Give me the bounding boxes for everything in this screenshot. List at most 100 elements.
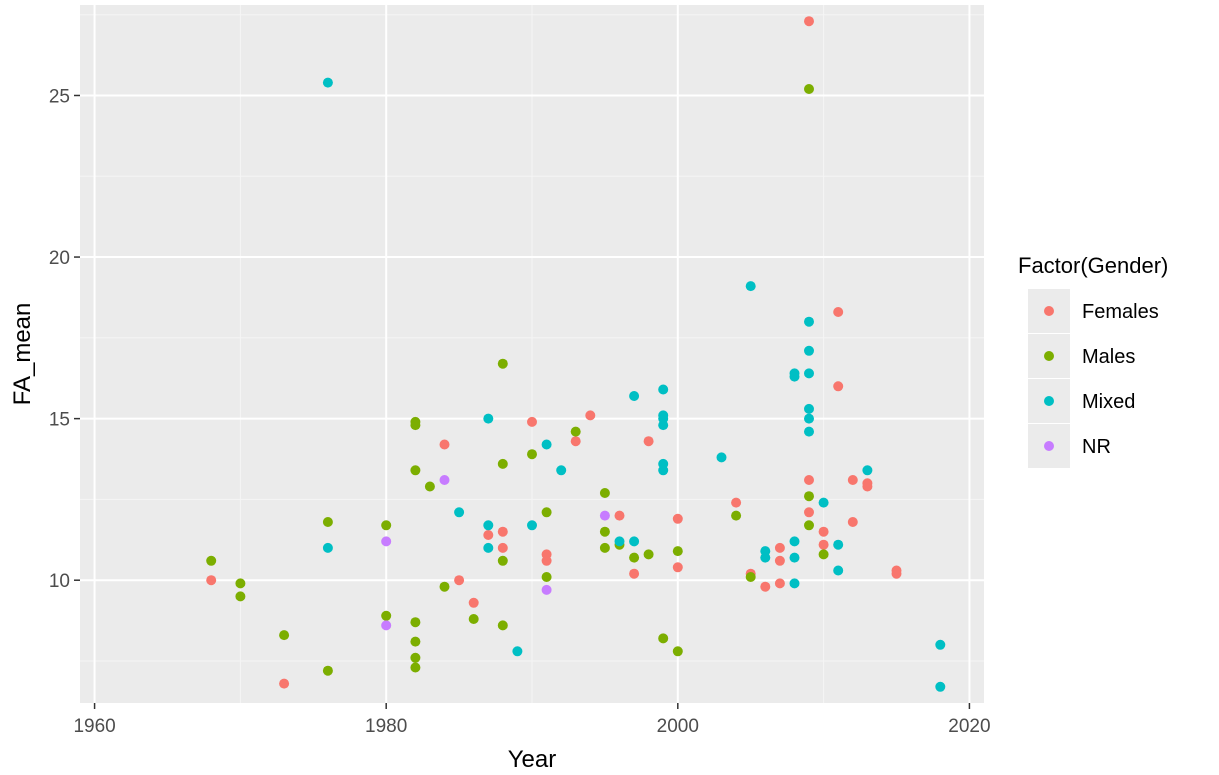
data-point-nr	[541, 584, 552, 595]
legend-label-nr: NR	[1082, 436, 1111, 458]
data-point-mixed	[833, 565, 844, 576]
data-point-mixed	[804, 368, 814, 379]
data-point-males	[468, 614, 479, 624]
data-point-females	[833, 307, 844, 317]
data-point-mixed	[833, 539, 844, 550]
legend-label-males: Males	[1082, 346, 1135, 368]
data-point-males	[322, 517, 333, 527]
data-point-males	[672, 546, 683, 557]
data-point-males	[599, 542, 610, 553]
data-point-mixed	[804, 403, 814, 414]
data-point-mixed	[789, 552, 800, 563]
data-point-mixed	[629, 391, 640, 401]
data-point-males	[410, 420, 421, 431]
data-point-males	[410, 652, 421, 663]
data-point-nr	[381, 620, 392, 631]
data-points	[206, 16, 946, 692]
legend-label-females: Females	[1082, 301, 1159, 323]
data-point-males	[497, 555, 508, 566]
data-point-females	[643, 436, 654, 447]
data-point-males	[424, 481, 435, 492]
legend-marker-males	[1044, 351, 1054, 361]
data-point-males	[527, 449, 537, 460]
y-tick-label: 10	[49, 571, 70, 592]
data-point-females	[774, 542, 785, 553]
data-point-mixed	[322, 77, 333, 88]
data-point-mixed	[541, 439, 552, 450]
x-axis-ticks: 1960 1980 2000 2020	[73, 703, 991, 737]
data-point-females	[454, 575, 465, 586]
data-point-males	[658, 633, 669, 644]
data-point-females	[833, 381, 844, 392]
data-point-mixed	[818, 497, 829, 508]
y-tick-label: 20	[49, 248, 70, 269]
data-point-females	[570, 436, 581, 447]
data-point-females	[541, 555, 552, 566]
data-point-females	[672, 562, 683, 573]
data-point-males	[541, 507, 552, 518]
data-point-nr	[439, 475, 450, 485]
y-axis-title: FA_mean	[9, 303, 36, 406]
data-point-females	[483, 530, 494, 540]
data-point-females	[818, 539, 829, 550]
legend-marker-mixed	[1044, 396, 1054, 406]
legend-marker-nr	[1044, 441, 1054, 451]
data-point-females	[497, 526, 508, 537]
data-point-males	[410, 465, 421, 476]
data-point-mixed	[527, 520, 537, 531]
data-point-males	[322, 665, 333, 676]
data-point-males	[235, 591, 246, 602]
data-point-mixed	[804, 413, 814, 424]
data-point-males	[643, 549, 654, 560]
data-point-females	[527, 416, 537, 427]
legend: Factor(Gender) Females Males Mixed NR	[1018, 253, 1168, 468]
data-point-males	[439, 581, 450, 592]
data-point-males	[599, 526, 610, 537]
data-point-males	[410, 662, 421, 673]
data-point-mixed	[789, 536, 800, 547]
data-point-females	[804, 475, 814, 485]
data-point-mixed	[658, 384, 669, 395]
legend-label-mixed: Mixed	[1082, 391, 1135, 413]
data-point-males	[410, 617, 421, 628]
data-point-males	[745, 572, 756, 582]
x-tick-label: 2020	[948, 716, 990, 737]
legend-title: Factor(Gender)	[1018, 253, 1168, 278]
data-point-females	[804, 16, 814, 27]
data-point-females	[862, 481, 873, 492]
x-tick-label: 2000	[657, 716, 699, 737]
data-point-females	[672, 513, 683, 524]
data-point-mixed	[614, 536, 625, 547]
data-point-males	[599, 488, 610, 498]
data-point-mixed	[322, 542, 333, 553]
data-point-males	[541, 572, 552, 582]
data-point-males	[804, 520, 814, 531]
data-point-mixed	[454, 507, 465, 518]
data-point-males	[381, 520, 392, 531]
data-point-males	[279, 630, 290, 641]
data-point-females	[206, 575, 217, 586]
data-point-females	[439, 439, 450, 450]
data-point-females	[847, 517, 858, 527]
data-point-mixed	[512, 646, 523, 657]
x-tick-label: 1980	[365, 716, 407, 737]
data-point-females	[774, 578, 785, 589]
data-point-mixed	[760, 552, 771, 563]
data-point-males	[818, 549, 829, 560]
data-point-females	[497, 542, 508, 553]
data-point-females	[731, 497, 742, 508]
data-point-males	[497, 620, 508, 631]
data-point-females	[847, 475, 858, 485]
data-point-males	[235, 578, 246, 589]
data-point-females	[804, 507, 814, 518]
data-point-males	[804, 84, 814, 94]
data-point-mixed	[658, 420, 669, 431]
data-point-mixed	[483, 520, 494, 531]
data-point-males	[381, 610, 392, 621]
data-point-females	[468, 597, 479, 608]
data-point-mixed	[629, 536, 640, 547]
data-point-mixed	[789, 578, 800, 589]
data-point-mixed	[935, 639, 946, 650]
data-point-mixed	[862, 465, 873, 476]
